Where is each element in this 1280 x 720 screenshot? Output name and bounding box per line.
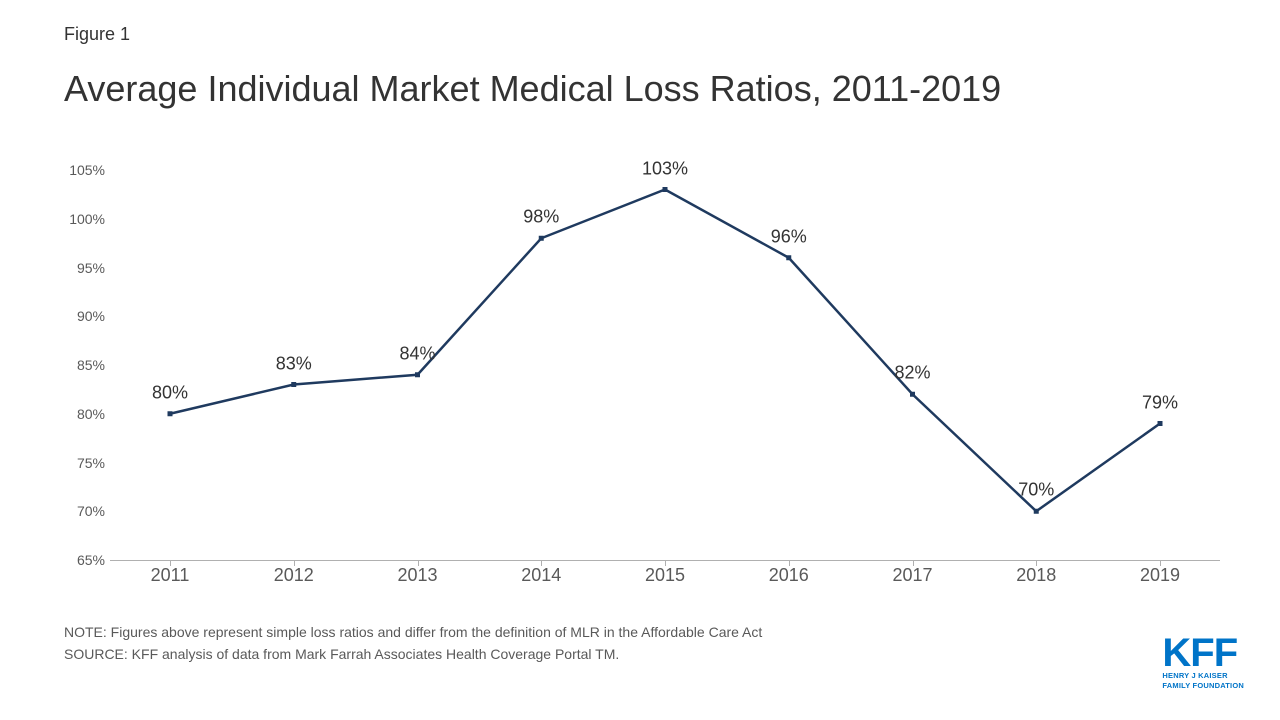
x-tick-label: 2018 <box>1016 565 1056 586</box>
x-tick-label: 2012 <box>274 565 314 586</box>
data-label: 82% <box>894 363 930 384</box>
data-marker <box>663 187 668 192</box>
chart-area: 65%70%75%80%85%90%95%100%105%20112012201… <box>60 170 1220 590</box>
kff-logo: KFF HENRY J KAISER FAMILY FOUNDATION <box>1162 636 1244 691</box>
data-marker <box>539 236 544 241</box>
y-tick-label: 100% <box>55 211 105 227</box>
x-tick-label: 2017 <box>892 565 932 586</box>
logo-main: KFF <box>1162 636 1244 670</box>
data-marker <box>415 372 420 377</box>
data-marker <box>168 411 173 416</box>
data-marker <box>910 392 915 397</box>
data-marker <box>786 255 791 260</box>
x-tick-label: 2016 <box>769 565 809 586</box>
y-tick-label: 85% <box>55 357 105 373</box>
figure-label: Figure 1 <box>64 24 130 45</box>
data-label: 98% <box>523 207 559 228</box>
x-tick-label: 2019 <box>1140 565 1180 586</box>
data-label: 83% <box>276 353 312 374</box>
data-marker <box>1034 509 1039 514</box>
y-tick-label: 80% <box>55 406 105 422</box>
y-tick-label: 75% <box>55 455 105 471</box>
data-label: 70% <box>1018 480 1054 501</box>
x-tick-label: 2013 <box>397 565 437 586</box>
x-tick-label: 2014 <box>521 565 561 586</box>
note-text: NOTE: Figures above represent simple los… <box>64 624 762 640</box>
data-label: 79% <box>1142 392 1178 413</box>
x-tick-label: 2015 <box>645 565 685 586</box>
data-label: 96% <box>771 226 807 247</box>
y-tick-label: 105% <box>55 162 105 178</box>
data-label: 84% <box>399 343 435 364</box>
chart-title: Average Individual Market Medical Loss R… <box>64 68 1001 110</box>
x-tick-label: 2011 <box>151 565 190 586</box>
data-label: 103% <box>642 158 688 179</box>
data-marker <box>1158 421 1163 426</box>
line-series <box>170 190 1160 512</box>
data-marker <box>291 382 296 387</box>
data-label: 80% <box>152 382 188 403</box>
y-tick-label: 65% <box>55 552 105 568</box>
logo-sub2: FAMILY FOUNDATION <box>1162 682 1244 690</box>
y-tick-label: 70% <box>55 503 105 519</box>
y-tick-label: 95% <box>55 260 105 276</box>
source-text: SOURCE: KFF analysis of data from Mark F… <box>64 646 619 662</box>
y-tick-label: 90% <box>55 308 105 324</box>
